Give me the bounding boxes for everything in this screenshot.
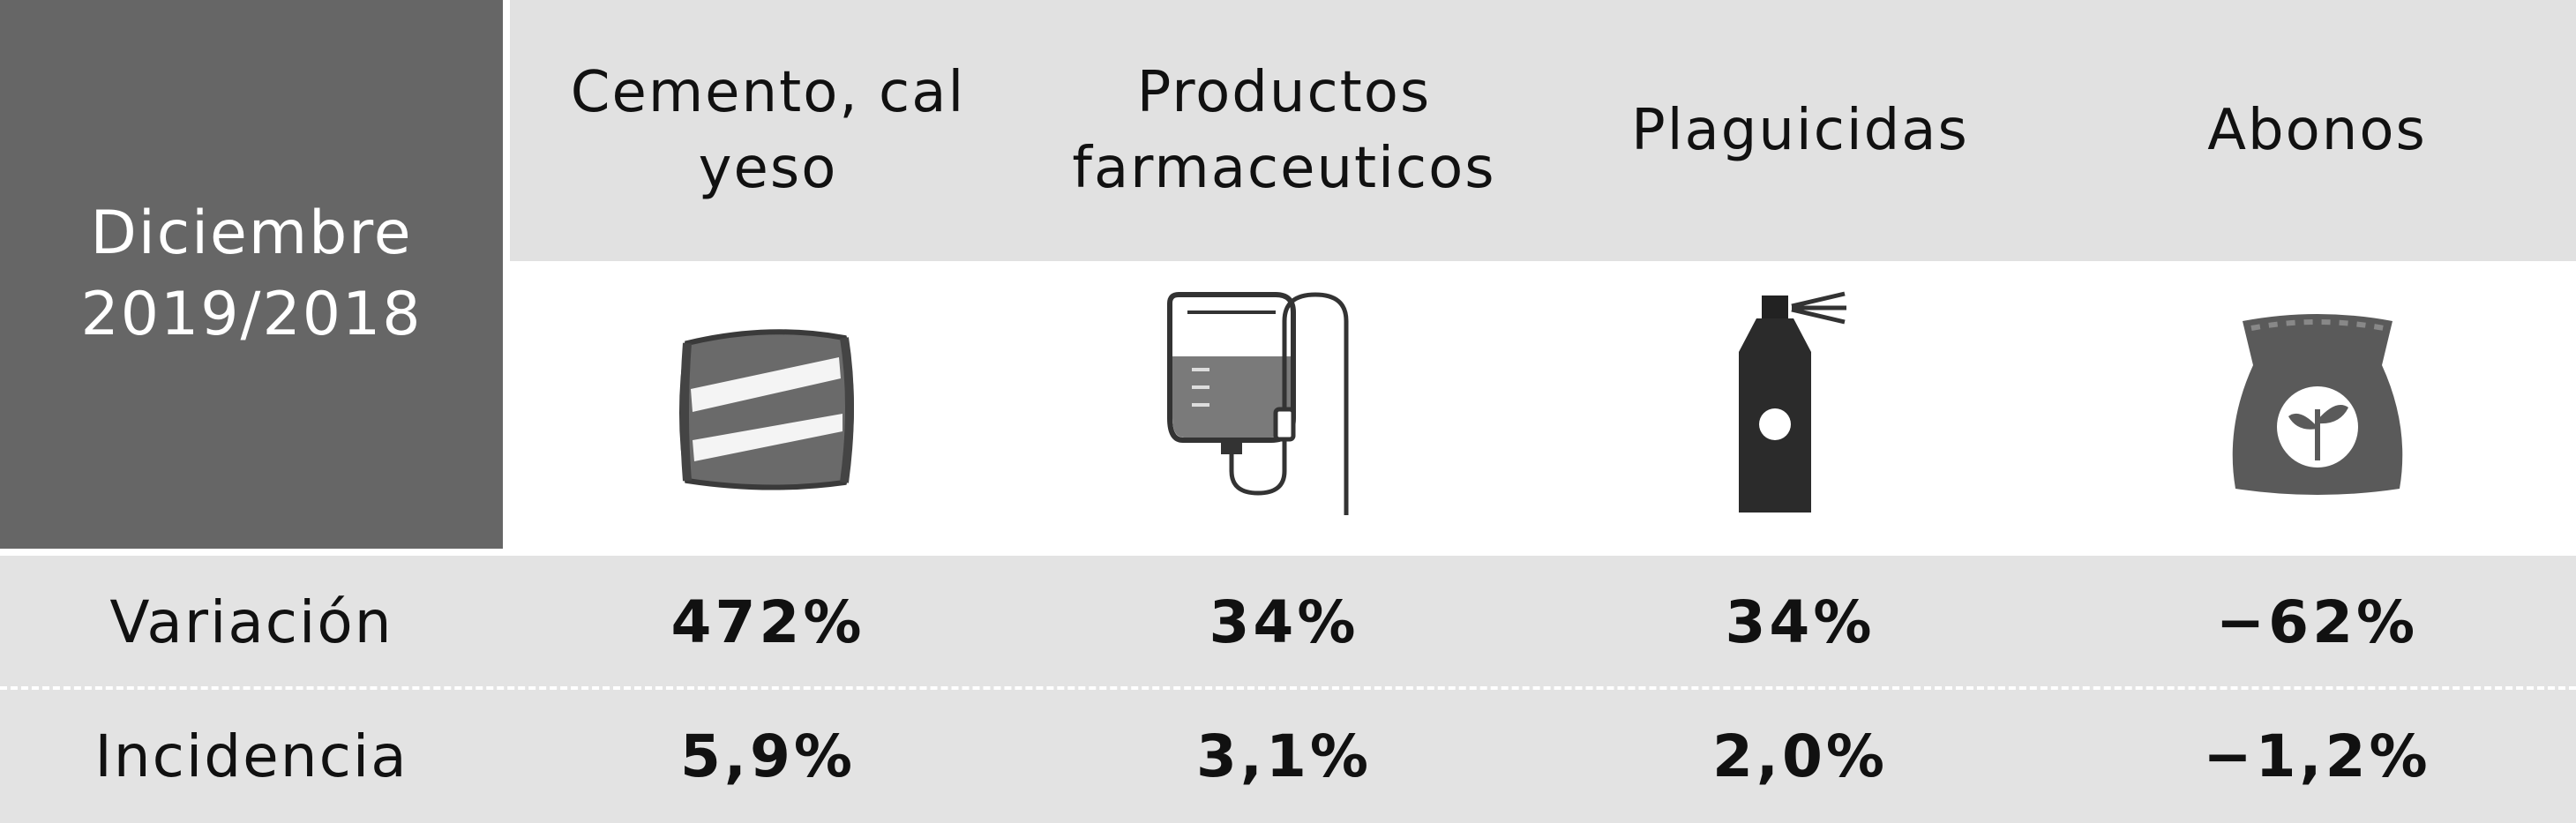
icon-band xyxy=(510,261,2576,549)
category-label: Abonos xyxy=(2207,98,2427,163)
iv-drip-bag-icon xyxy=(1166,292,1348,515)
column-divider xyxy=(503,0,510,549)
value-text: 2,0% xyxy=(1711,722,1889,790)
value-cell: −62% xyxy=(2058,556,2576,688)
value-text: 3,1% xyxy=(1195,722,1373,790)
period-label: Diciembre 2019/2018 xyxy=(80,198,423,349)
value-cell: 34% xyxy=(1542,556,2058,688)
category-header-band xyxy=(510,0,2576,261)
cement-bag-icon xyxy=(678,329,854,490)
value-text: 34% xyxy=(1209,587,1359,656)
value-text: 34% xyxy=(1725,587,1876,656)
row-label: Variación xyxy=(109,587,393,656)
category-header-pharma: Productos farmaceuticos xyxy=(1026,0,1542,261)
category-header-fertilizers: Abonos xyxy=(2058,0,2576,261)
spray-can-icon xyxy=(1738,291,1846,513)
value-cell: 5,9% xyxy=(510,690,1026,823)
period-header: Diciembre 2019/2018 xyxy=(0,0,503,549)
category-label: Productos farmaceuticos xyxy=(1072,60,1496,201)
value-text: −62% xyxy=(2215,587,2419,656)
row-label: Incidencia xyxy=(94,722,408,790)
value-cell: −1,2% xyxy=(2058,690,2576,823)
value-cell: 2,0% xyxy=(1542,690,2058,823)
row-divider xyxy=(0,686,2576,690)
value-cell: 3,1% xyxy=(1026,690,1542,823)
table-row xyxy=(0,688,2576,823)
value-text: −1,2% xyxy=(2203,722,2431,790)
table-row xyxy=(0,556,2576,688)
icon-cell-cement xyxy=(510,261,1026,549)
row-label-variacion: Variación xyxy=(0,556,503,688)
value-cell: 472% xyxy=(510,556,1026,688)
fertilizer-sack-icon xyxy=(2232,314,2402,495)
category-label: Cemento, cal yeso xyxy=(570,60,966,201)
icon-cell-pesticides xyxy=(1542,261,2058,549)
icon-cell-fertilizers xyxy=(2058,261,2576,549)
category-label: Plaguicidas xyxy=(1631,98,1969,163)
icon-cell-pharma xyxy=(1026,261,1542,549)
category-header-cement: Cemento, cal yeso xyxy=(510,0,1026,261)
value-cell: 34% xyxy=(1026,556,1542,688)
value-text: 472% xyxy=(670,587,865,656)
category-header-pesticides: Plaguicidas xyxy=(1542,0,2058,261)
row-label-incidencia: Incidencia xyxy=(0,690,503,823)
value-text: 5,9% xyxy=(679,722,857,790)
